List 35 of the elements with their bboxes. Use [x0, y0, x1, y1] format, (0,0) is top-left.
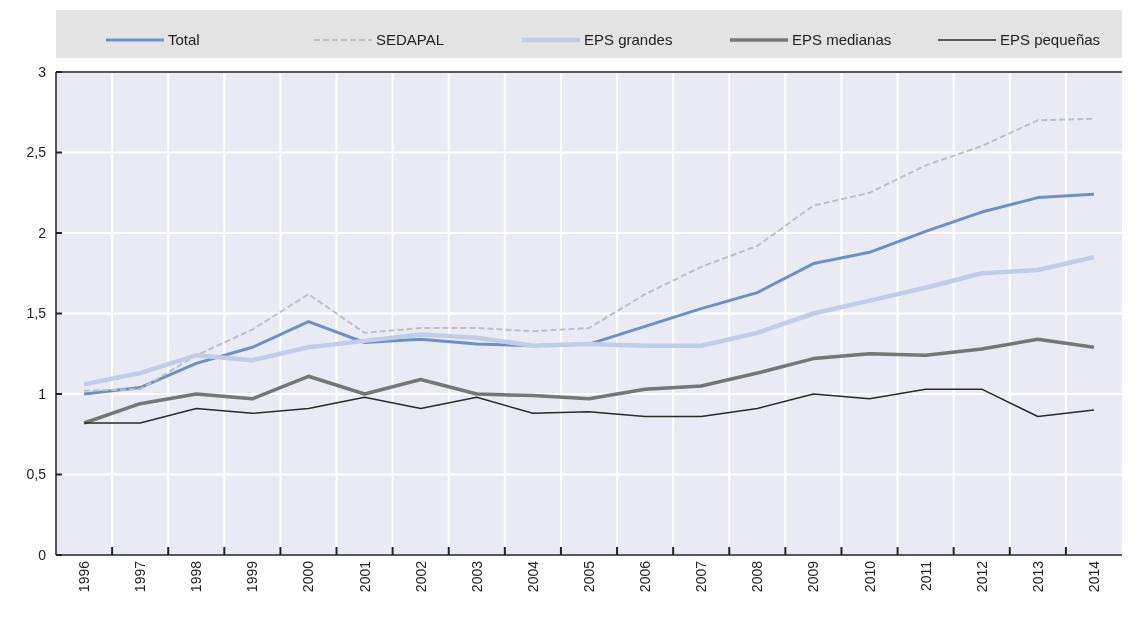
x-tick-label: 2012 — [973, 560, 990, 593]
line-series — [83, 388, 1095, 424]
x-tick-label: 2013 — [1029, 560, 1046, 593]
x-tick-label: 1996 — [76, 560, 93, 593]
x-tick-label: 2008 — [749, 560, 766, 593]
x-tick-label: 2007 — [693, 560, 710, 593]
y-tick-label: 0 — [38, 546, 47, 563]
x-tick-label: 2004 — [524, 560, 541, 593]
x-tick-label: 2010 — [861, 560, 878, 593]
y-tick-label: 1,5 — [26, 305, 47, 322]
x-tick-label: 2009 — [805, 560, 822, 593]
line-series — [83, 117, 1095, 392]
x-tick-label: 2011 — [917, 560, 934, 592]
x-tick-label: 2014 — [1085, 560, 1102, 593]
y-tick-label: 2 — [38, 224, 47, 241]
x-tick-label: 2006 — [637, 560, 654, 593]
x-tick-label: 2000 — [300, 560, 317, 593]
legend-label: EPS pequeñas — [1000, 31, 1101, 49]
x-tick-label: 1999 — [244, 560, 261, 593]
x-tick-label: 1998 — [188, 560, 205, 593]
x-tick-label: 1997 — [132, 560, 149, 593]
legend-label: Total — [168, 31, 200, 49]
x-tick-label: 2002 — [412, 560, 429, 593]
legend-label: EPS grandes — [584, 31, 673, 49]
line-series — [81, 254, 1097, 387]
x-tick-label: 2005 — [581, 560, 597, 593]
legend-label: EPS medianas — [792, 31, 892, 49]
line-series — [82, 337, 1096, 425]
y-tick-label: 1 — [38, 385, 47, 402]
y-tick-label: 3 — [38, 63, 47, 80]
y-tick-label: 0,5 — [26, 466, 47, 483]
y-tick-label: 2,5 — [26, 144, 47, 161]
x-tick-label: 2001 — [356, 560, 373, 593]
legend-label: SEDAPAL — [376, 31, 445, 49]
x-tick-label: 2003 — [468, 560, 485, 593]
